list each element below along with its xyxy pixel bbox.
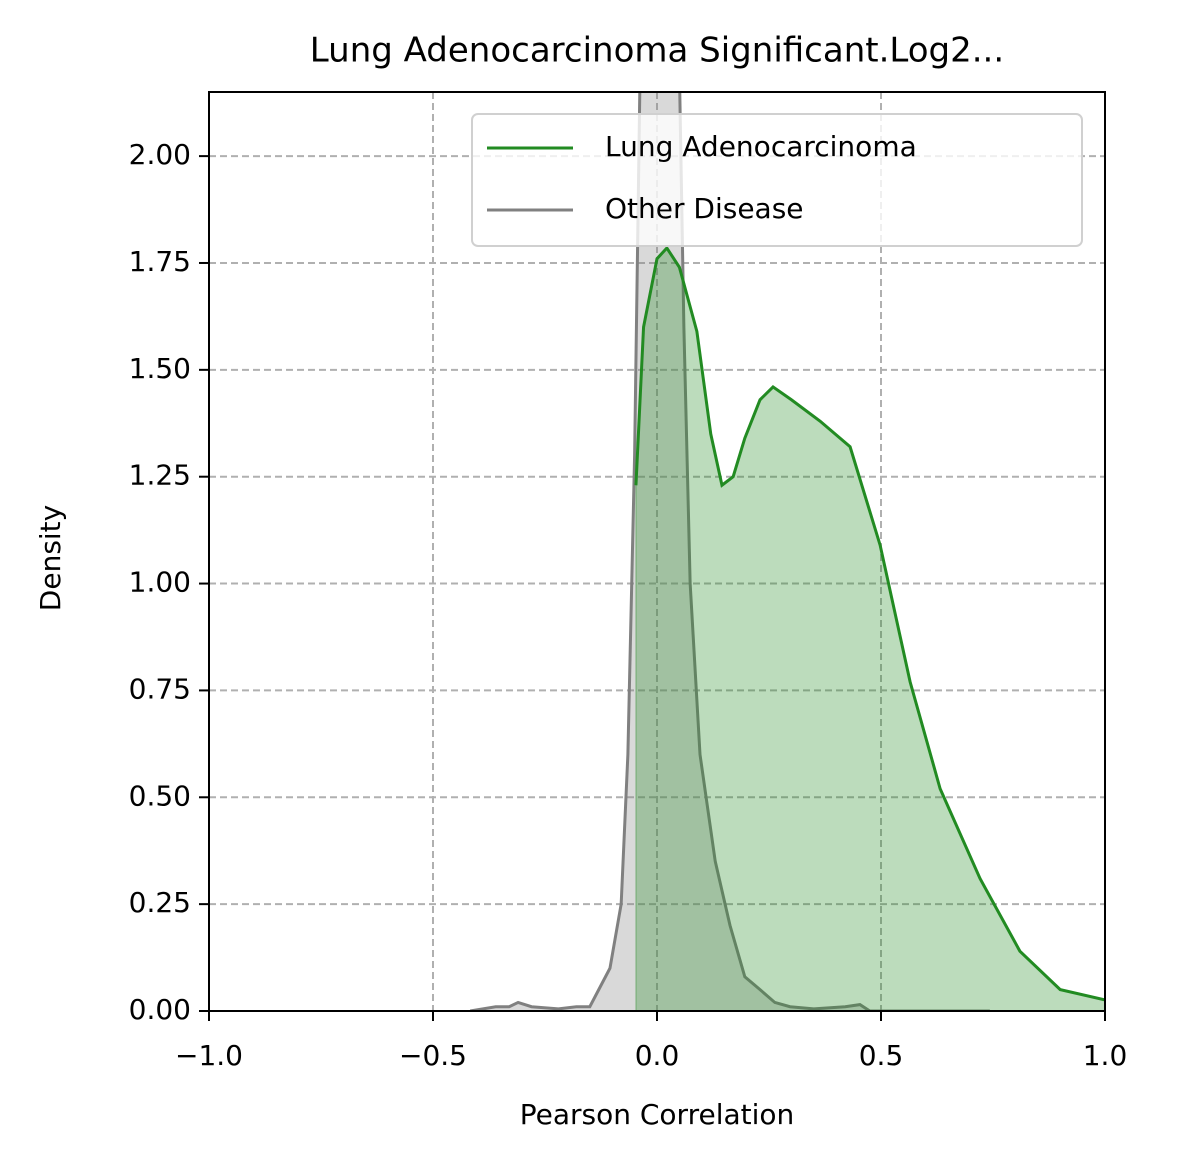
plot-area: [469, 92, 1105, 1011]
y-tick-label: 0.25: [129, 886, 191, 919]
x-axis-label: Pearson Correlation: [520, 1098, 795, 1131]
plot-frame: [208, 91, 1106, 1012]
y-tick-label: 1.00: [129, 566, 191, 599]
chart-title: Lung Adenocarcinoma Significant.Log2...: [310, 31, 1004, 71]
y-tick-label: 0.00: [129, 993, 191, 1026]
y-tick-label: 0.50: [129, 779, 191, 812]
area-fill: [635, 246, 1105, 1011]
x-tick-label: 1.0: [1083, 1039, 1128, 1072]
y-tick-label: 1.25: [129, 459, 191, 492]
density-line: [634, 245, 1105, 1002]
legend-label: Other Disease: [605, 192, 804, 225]
y-tick-label: 2.00: [129, 138, 191, 171]
y-axis-label: Density: [34, 505, 67, 611]
y-tick-label: 1.75: [129, 245, 191, 278]
legend-box: [471, 113, 1083, 247]
x-tick-label: 0.0: [635, 1039, 680, 1072]
x-tick-label: −1.0: [175, 1039, 243, 1072]
x-tick-label: −0.5: [399, 1039, 467, 1072]
density-line: [469, 92, 990, 1011]
legend-label: Lung Adenocarcinoma: [605, 130, 917, 163]
y-tick-label: 1.50: [129, 352, 191, 385]
x-tick-label: 0.5: [859, 1039, 904, 1072]
y-tick-label: 0.75: [129, 672, 191, 705]
